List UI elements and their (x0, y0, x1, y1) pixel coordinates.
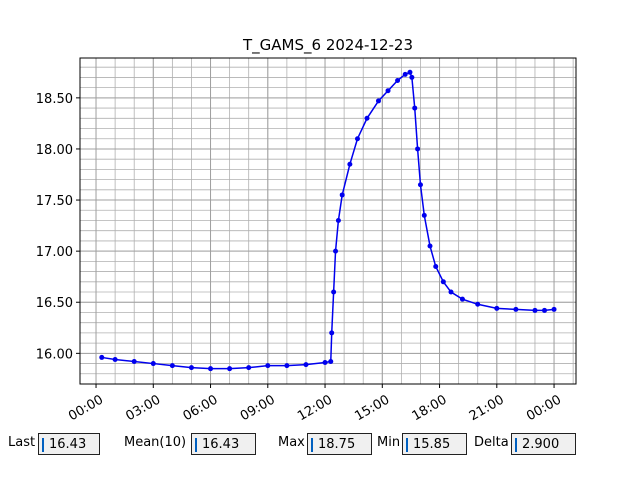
data-point (303, 362, 309, 368)
x-tick-label: 15:00 (352, 392, 392, 424)
field-label: Max (278, 435, 305, 450)
data-point (131, 359, 137, 365)
data-point (329, 330, 335, 336)
data-point (532, 307, 538, 313)
data-point (440, 279, 446, 285)
field-label: Delta (474, 435, 509, 450)
data-point (395, 77, 401, 83)
data-point (265, 363, 271, 369)
x-tick-label: 06:00 (181, 392, 221, 424)
x-tick-label: 00:00 (66, 392, 106, 424)
x-tick-label: 09:00 (238, 392, 278, 424)
data-point (433, 263, 439, 269)
data-point (364, 115, 370, 121)
chart: T_GAMS_6 2024-12-23 16.00 16.50 17.00 17.50… (36, 36, 577, 424)
data-point (246, 365, 252, 371)
field-value[interactable]: 15.85 (402, 433, 467, 455)
y-tick-label: 16.00 (36, 347, 73, 362)
data-point (208, 366, 214, 372)
x-tick-label: 12:00 (295, 392, 335, 424)
data-point (322, 360, 328, 366)
data-point (421, 212, 427, 218)
x-tick-label: 18:00 (410, 392, 450, 424)
data-point (284, 363, 290, 369)
y-tick-label: 17.50 (36, 194, 73, 209)
chart-title: T_GAMS_6 2024-12-23 (242, 36, 413, 55)
field-value[interactable]: 18.75 (307, 433, 372, 455)
data-point (150, 361, 156, 367)
data-point (459, 296, 465, 302)
data-point (227, 366, 233, 372)
data-point (513, 306, 519, 312)
field-label: Min (377, 435, 401, 450)
x-tick-label: 21:00 (467, 392, 507, 424)
data-point (402, 71, 408, 77)
y-tick-label: 16.50 (36, 296, 73, 311)
data-point (188, 365, 194, 371)
data-point (417, 182, 423, 188)
field-value[interactable]: 2.900 (511, 433, 576, 455)
y-tick-label: 18.50 (36, 92, 73, 107)
field-label: Last (8, 435, 36, 450)
x-tick-label: 00:00 (524, 392, 564, 424)
data-point (335, 217, 341, 223)
data-point (427, 243, 433, 249)
field-value[interactable]: 16.43 (191, 433, 256, 455)
data-point (354, 136, 360, 142)
data-point (409, 74, 415, 80)
field-value[interactable]: 16.43 (38, 433, 100, 455)
y-tick-label: 18.00 (36, 143, 73, 158)
data-point (339, 192, 345, 198)
x-tick-label: 03:00 (123, 392, 163, 424)
data-point (494, 305, 500, 311)
data-point (99, 354, 105, 360)
data-point (415, 146, 421, 152)
field-label: Mean(10) (124, 435, 187, 450)
data-point (542, 307, 548, 313)
data-point (328, 359, 334, 365)
data-point (385, 88, 391, 94)
data-point (475, 301, 481, 307)
data-point (551, 306, 557, 312)
data-point (375, 98, 381, 104)
data-point (347, 161, 353, 167)
data-point (333, 248, 339, 254)
plot-frame (79, 57, 577, 385)
data-point (412, 105, 418, 111)
data-point (407, 69, 413, 75)
data-point (112, 356, 118, 362)
data-point (169, 363, 175, 369)
y-tick-label: 17.00 (36, 245, 73, 260)
data-point (331, 289, 337, 295)
data-point (448, 289, 454, 295)
